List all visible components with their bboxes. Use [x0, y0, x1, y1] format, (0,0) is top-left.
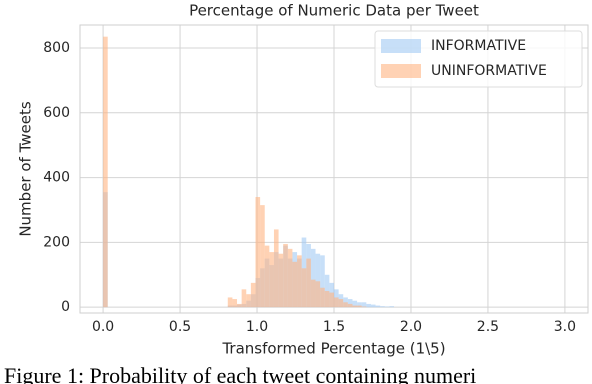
histogram-bar: [320, 287, 325, 308]
histogram-bar: [237, 303, 242, 308]
y-tick-label: 400: [43, 170, 70, 186]
x-tick-label: 2.5: [477, 319, 499, 335]
chart-title: Percentage of Numeric Data per Tweet: [189, 2, 479, 20]
histogram-bar: [380, 306, 385, 308]
histogram-bar: [297, 255, 302, 308]
x-tick-label: 0.5: [169, 319, 191, 335]
histogram-bar: [324, 274, 330, 308]
legend-swatch: [381, 39, 421, 53]
histogram-bar: [241, 289, 247, 308]
histogram-bar: [227, 297, 233, 308]
x-tick-label: 0.0: [92, 319, 114, 335]
histogram-bar: [389, 306, 395, 308]
histogram-bar: [361, 306, 367, 308]
histogram-bar: [264, 245, 270, 308]
histogram-bar: [232, 299, 238, 308]
y-axis-label: Number of Tweets: [17, 101, 35, 237]
histogram-bar: [375, 305, 381, 308]
caption: Figure 1: Probability of each tweet cont…: [4, 363, 476, 384]
legend-box: [374, 30, 583, 88]
histogram-bar: [347, 299, 353, 308]
histogram-bar: [273, 229, 279, 308]
histogram-bar: [324, 290, 330, 308]
histogram-bar: [361, 302, 367, 308]
histogram-bar: [287, 248, 293, 308]
histogram-bar: [352, 300, 358, 308]
histogram-bar: [292, 261, 298, 308]
legend-label: UNINFORMATIVE: [431, 63, 547, 79]
histogram-bar: [315, 253, 321, 308]
histogram-bar: [255, 197, 261, 308]
histogram-bar: [352, 305, 358, 308]
x-tick-label: 1.5: [323, 319, 345, 335]
histogram-bar: [338, 299, 344, 308]
x-tick-label: 1.0: [246, 319, 268, 335]
x-axis-label: Transformed Percentage (1\5): [221, 340, 445, 358]
y-tick-label: 800: [43, 40, 70, 56]
plot-frame: [79, 24, 589, 314]
histogram-bar: [343, 302, 348, 308]
histogram-bar: [357, 302, 362, 308]
histogram-bar: [250, 282, 256, 308]
histogram-bar: [306, 258, 311, 308]
histogram-bar: [366, 303, 371, 308]
histogram-bar: [384, 306, 390, 308]
histogram-bar: [269, 252, 274, 308]
histogram-bar: [310, 279, 316, 308]
histogram-bar: [370, 304, 376, 308]
x-tick-label: 2.0: [400, 319, 422, 335]
histogram-bar: [246, 294, 251, 308]
y-tick-label: 200: [43, 234, 70, 250]
histogram-bar: [320, 255, 325, 308]
histogram-bar: [334, 297, 339, 308]
legend-swatch: [381, 64, 421, 78]
histogram-bar: [357, 305, 362, 308]
histogram-bar: [310, 248, 316, 308]
y-tick-label: 0: [61, 299, 70, 315]
histogram-bar: [315, 281, 321, 308]
histogram-bar: [347, 303, 353, 308]
legend-label: INFORMATIVE: [431, 38, 526, 54]
histogram-bar: [283, 243, 288, 308]
histogram-bar: [329, 292, 334, 308]
histogram-bar: [260, 205, 265, 308]
histogram-bar: [301, 268, 307, 308]
x-tick-label: 3.0: [554, 319, 576, 335]
histogram-bar: [278, 253, 284, 308]
y-tick-label: 600: [43, 105, 70, 121]
histogram-bar: [103, 36, 108, 308]
